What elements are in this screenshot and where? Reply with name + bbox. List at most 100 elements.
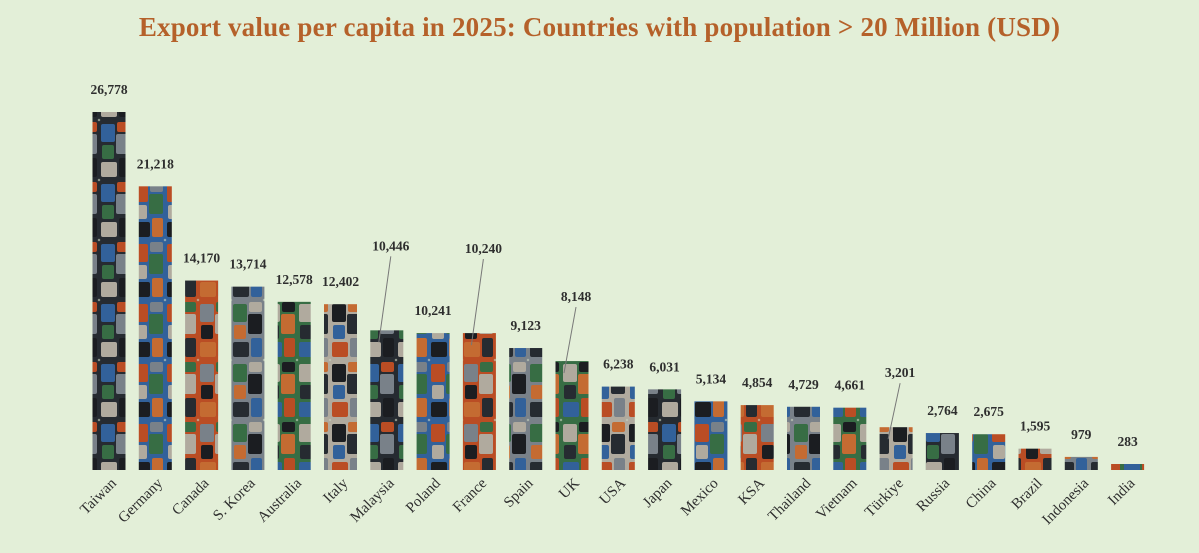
value-label: 12,402 xyxy=(322,274,359,289)
category-label: S. Korea xyxy=(210,475,259,524)
bar-group-mexico: 5,134 Mexico xyxy=(678,371,728,520)
value-label: 26,778 xyxy=(90,82,127,97)
value-label: 1,595 xyxy=(1020,419,1051,434)
bar-shade xyxy=(972,434,1006,470)
bar-group-usa: 6,238 USA xyxy=(597,357,635,508)
bar-group-taiwan: 26,778 Taiwan xyxy=(77,82,127,518)
bar-shade xyxy=(1064,456,1098,470)
bar xyxy=(370,330,404,470)
value-label: 12,578 xyxy=(276,272,313,287)
bar-group-russia: 2,764 Russia xyxy=(914,403,959,515)
bar-shade xyxy=(694,401,728,470)
category-label: Thailand xyxy=(765,475,814,524)
value-label: 6,238 xyxy=(603,357,634,372)
bar-group-uk: 8,148 UK xyxy=(555,289,592,502)
bar-shade xyxy=(555,361,589,470)
bar xyxy=(925,433,959,470)
bar-group-s-korea: 13,714 S. Korea xyxy=(210,257,266,524)
chart-title: Export value per capita in 2025: Countri… xyxy=(138,12,1061,42)
category-label: Germany xyxy=(115,475,166,526)
bar-shade xyxy=(370,330,404,470)
bar-group-poland: 10,241 Poland xyxy=(403,303,452,516)
bar-shade xyxy=(879,427,913,470)
value-label: 5,134 xyxy=(696,371,727,386)
bar-shade xyxy=(277,301,311,470)
value-label: 10,241 xyxy=(415,303,452,318)
bar-group-ksa: 4,854 KSA xyxy=(735,375,774,508)
bar xyxy=(462,333,496,470)
bar-group-vietnam: 4,661 Vietnam xyxy=(813,378,867,523)
category-label: KSA xyxy=(735,475,768,508)
value-label: 4,661 xyxy=(835,378,866,393)
bar-shade xyxy=(462,333,496,470)
bar-group-brazil: 1,595 Brazil xyxy=(1009,419,1052,513)
bar xyxy=(324,304,357,470)
bar-shade xyxy=(925,433,959,470)
bar-group-japan: 6,031 Japan xyxy=(640,359,682,511)
category-label: Vietnam xyxy=(813,475,860,522)
bar-shade xyxy=(601,386,635,470)
bar-group-canada: 14,170 Canada xyxy=(169,251,220,519)
callout-leader-line xyxy=(378,256,392,343)
category-label: Russia xyxy=(914,475,954,515)
category-label: Canada xyxy=(169,475,212,518)
bar-shade xyxy=(324,304,357,470)
bar xyxy=(648,389,682,470)
bar xyxy=(740,405,774,470)
callout-leader-line xyxy=(470,259,484,346)
value-label: 14,170 xyxy=(183,251,220,266)
bar-shade xyxy=(833,407,867,470)
category-label: Japan xyxy=(640,475,676,511)
value-label: 13,714 xyxy=(229,257,266,272)
value-label: 2,764 xyxy=(927,403,958,418)
bar-shade xyxy=(1018,448,1052,470)
value-label: 4,854 xyxy=(742,375,773,390)
value-label: 4,729 xyxy=(788,377,819,392)
category-label: UK xyxy=(556,475,583,502)
category-label: France xyxy=(450,475,490,515)
category-label: Taiwan xyxy=(77,475,120,518)
bar-group-spain: 9,123 Spain xyxy=(501,318,543,511)
value-label: 3,201 xyxy=(885,365,916,380)
bar-group-france: 10,240 France xyxy=(450,241,502,516)
bar-shade xyxy=(416,333,450,470)
category-label: Italy xyxy=(321,475,352,506)
category-label: Mexico xyxy=(678,476,722,520)
category-label: Indonesia xyxy=(1040,475,1093,528)
category-label: Poland xyxy=(403,475,444,516)
bar xyxy=(509,348,543,470)
value-label: 979 xyxy=(1071,427,1092,442)
category-label: India xyxy=(1105,475,1138,508)
bar-shade xyxy=(787,406,820,470)
category-label: Türkiye xyxy=(862,475,907,520)
bar xyxy=(277,301,311,470)
bar xyxy=(138,186,172,471)
callout-leader-line xyxy=(887,383,901,440)
bar xyxy=(1064,456,1098,470)
bar xyxy=(833,407,867,470)
category-label: Spain xyxy=(501,475,537,511)
bar xyxy=(555,361,589,470)
value-label: 6,031 xyxy=(649,359,680,374)
bar-shade xyxy=(740,405,774,470)
value-label: 21,218 xyxy=(137,156,174,171)
bar xyxy=(185,280,219,470)
bar-group-china: 2,675 China xyxy=(963,404,1006,512)
category-label: Brazil xyxy=(1009,476,1046,513)
bar xyxy=(601,386,635,470)
bar-group-t-rkiye: 3,201 Türkiye xyxy=(862,365,915,520)
bar xyxy=(1111,464,1145,470)
value-label: 2,675 xyxy=(974,404,1005,419)
bar-group-indonesia: 979 Indonesia xyxy=(1040,427,1098,528)
value-label: 9,123 xyxy=(511,318,542,333)
bar xyxy=(787,406,820,470)
bar-group-india: 283 India xyxy=(1105,434,1145,509)
value-label: 8,148 xyxy=(561,289,592,304)
bar xyxy=(972,434,1006,470)
callout-leader-line xyxy=(563,306,577,374)
bar xyxy=(231,286,265,470)
bar xyxy=(1018,448,1052,470)
bar-shade xyxy=(92,112,126,470)
bar-shade xyxy=(231,286,265,470)
